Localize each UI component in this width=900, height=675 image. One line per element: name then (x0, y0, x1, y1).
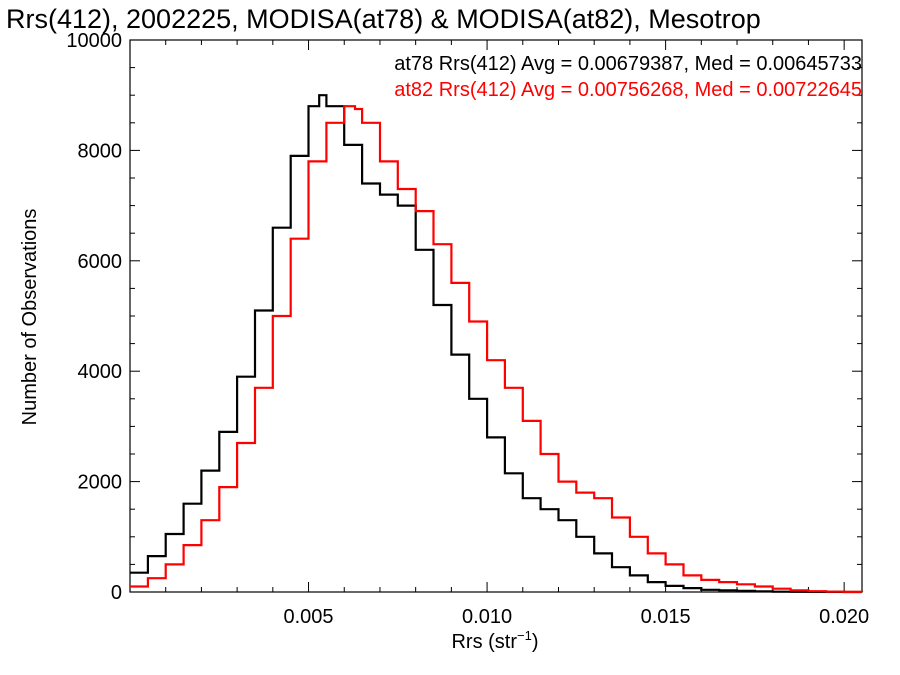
y-tick-label: 4000 (78, 361, 123, 383)
x-tick-label: 0.005 (284, 606, 334, 628)
chart-title: Rrs(412), 2002225, MODISA(at78) & MODISA… (6, 4, 761, 34)
y-tick-label: 0 (111, 582, 122, 604)
x-tick-label: 0.010 (462, 606, 512, 628)
series-at78-line (130, 94, 862, 594)
x-tick-label: 0.020 (819, 606, 869, 628)
annotation-at78-stats: at78 Rrs(412) Avg = 0.00679387, Med = 0.… (394, 53, 862, 75)
plot-area: 0.005 0.010 0.015 0.020 0 2000 4000 6000 8000 100… (66, 30, 869, 628)
plot-frame (129, 39, 863, 593)
y-tick-label: 6000 (78, 251, 123, 273)
y-tick-label: 10000 (66, 30, 122, 52)
y-tick-label: 8000 (78, 140, 123, 162)
x-tick-label: 0.015 (641, 606, 691, 628)
y-axis-label: Number of Observations (19, 209, 41, 426)
y-tick-label: 2000 (78, 472, 123, 494)
annotation-at82-stats: at82 Rrs(412) Avg = 0.00756268, Med = 0.… (394, 79, 862, 101)
series-at82-line (130, 105, 864, 593)
x-axis-label: Rrs (str−1) (451, 628, 538, 653)
